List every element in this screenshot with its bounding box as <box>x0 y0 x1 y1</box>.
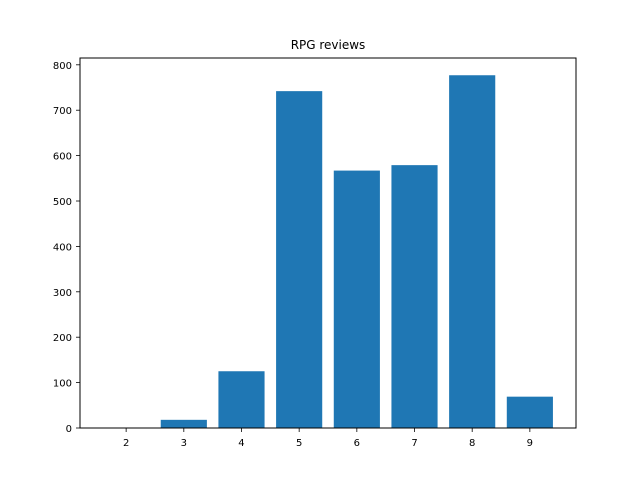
y-tick-label-100: 100 <box>53 379 72 390</box>
x-axis: 2 3 4 5 6 7 8 9 <box>123 428 533 449</box>
x-tick-label-5: 5 <box>296 438 302 449</box>
y-tick-label-600: 600 <box>53 152 72 163</box>
bars-group <box>103 75 553 428</box>
x-tick-label-6: 6 <box>354 438 360 449</box>
y-tick-label-300: 300 <box>53 288 72 299</box>
y-tick-label-0: 0 <box>66 424 72 435</box>
x-tick-label-9: 9 <box>527 438 533 449</box>
chart-title: RPG reviews <box>291 38 366 52</box>
x-tick-label-4: 4 <box>238 438 244 449</box>
bar-9 <box>506 396 553 428</box>
bar-8 <box>449 75 496 428</box>
x-tick-label-8: 8 <box>469 438 475 449</box>
y-tick-label-200: 200 <box>53 333 72 344</box>
bar-5 <box>276 91 323 428</box>
x-tick-label-3: 3 <box>181 438 187 449</box>
bar-4 <box>218 371 265 428</box>
y-tick-label-700: 700 <box>53 106 72 117</box>
x-tick-label-2: 2 <box>123 438 129 449</box>
y-tick-label-800: 800 <box>53 61 72 72</box>
y-tick-label-500: 500 <box>53 197 72 208</box>
bar-7 <box>391 165 438 428</box>
x-tick-label-7: 7 <box>411 438 417 449</box>
bar-3 <box>160 419 207 428</box>
plot-frame <box>79 57 577 429</box>
bar-6 <box>333 170 380 428</box>
y-tick-label-400: 400 <box>53 242 72 253</box>
y-axis: 0 100 200 300 400 500 600 700 800 <box>53 61 80 435</box>
